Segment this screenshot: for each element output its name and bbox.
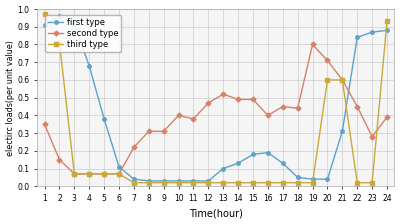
third type xyxy=(161,181,166,184)
first type xyxy=(384,29,389,32)
third type xyxy=(325,79,330,81)
third type xyxy=(191,181,196,184)
third type xyxy=(310,181,315,184)
third type xyxy=(250,181,255,184)
Legend: first type, second type, third type: first type, second type, third type xyxy=(45,15,122,52)
second type xyxy=(221,93,226,95)
second type xyxy=(370,135,374,138)
first type xyxy=(325,178,330,181)
third type xyxy=(355,181,360,184)
second type xyxy=(325,59,330,62)
second type xyxy=(340,79,345,81)
Line: first type: first type xyxy=(43,14,389,183)
second type xyxy=(310,43,315,46)
first type xyxy=(42,24,47,26)
second type xyxy=(266,114,270,117)
X-axis label: Time(hour): Time(hour) xyxy=(189,209,243,218)
first type xyxy=(132,178,136,181)
second type xyxy=(384,116,389,118)
third type xyxy=(102,172,106,175)
third type xyxy=(176,181,181,184)
third type xyxy=(280,181,285,184)
third type xyxy=(236,181,240,184)
second type xyxy=(146,130,151,133)
third type xyxy=(146,181,151,184)
first type xyxy=(236,162,240,165)
first type xyxy=(102,118,106,120)
second type xyxy=(161,130,166,133)
third type xyxy=(384,20,389,23)
second type xyxy=(42,123,47,126)
first type xyxy=(280,162,285,165)
second type xyxy=(250,98,255,101)
second type xyxy=(57,158,62,161)
first type xyxy=(355,36,360,39)
first type xyxy=(191,180,196,182)
Line: second type: second type xyxy=(43,43,389,176)
third type xyxy=(87,172,92,175)
third type xyxy=(42,13,47,16)
third type xyxy=(57,41,62,44)
first type xyxy=(266,151,270,154)
second type xyxy=(191,118,196,120)
second type xyxy=(87,172,92,175)
first type xyxy=(370,31,374,33)
second type xyxy=(176,114,181,117)
third type xyxy=(295,181,300,184)
first type xyxy=(146,180,151,182)
second type xyxy=(132,146,136,149)
second type xyxy=(236,98,240,101)
Line: third type: third type xyxy=(43,13,389,184)
third type xyxy=(340,79,345,81)
first type xyxy=(72,24,77,26)
first type xyxy=(57,15,62,17)
second type xyxy=(116,172,121,175)
second type xyxy=(355,105,360,108)
second type xyxy=(206,102,211,104)
first type xyxy=(161,180,166,182)
second type xyxy=(72,172,77,175)
third type xyxy=(132,181,136,184)
first type xyxy=(176,180,181,182)
first type xyxy=(116,165,121,168)
first type xyxy=(221,167,226,170)
third type xyxy=(206,181,211,184)
first type xyxy=(206,180,211,182)
first type xyxy=(310,178,315,181)
Y-axis label: electirc loads(per unit value): electirc loads(per unit value) xyxy=(6,40,14,156)
first type xyxy=(295,176,300,179)
second type xyxy=(280,105,285,108)
third type xyxy=(72,172,77,175)
third type xyxy=(116,172,121,175)
first type xyxy=(87,65,92,67)
second type xyxy=(102,172,106,175)
first type xyxy=(250,153,255,156)
third type xyxy=(370,181,374,184)
second type xyxy=(295,107,300,110)
first type xyxy=(340,130,345,133)
third type xyxy=(221,181,226,184)
third type xyxy=(266,181,270,184)
